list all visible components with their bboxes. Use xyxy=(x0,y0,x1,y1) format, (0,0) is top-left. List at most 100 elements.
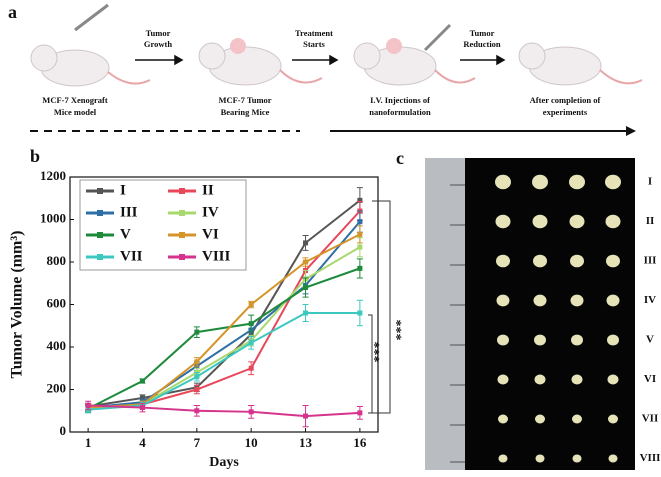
x-tick-label: 7 xyxy=(194,435,201,450)
tumor xyxy=(495,214,511,229)
legend-label: III xyxy=(120,204,138,220)
marker xyxy=(139,405,145,411)
legend-label: II xyxy=(202,182,214,198)
tumor xyxy=(497,374,509,385)
row-label: VII xyxy=(642,413,659,425)
x-tick-label: 1 xyxy=(85,435,92,450)
row-label: VI xyxy=(644,373,656,385)
tumor xyxy=(532,174,548,190)
legend-label: IV xyxy=(202,204,219,220)
step-label: Growth xyxy=(144,39,172,49)
marker xyxy=(194,359,200,365)
tumor xyxy=(498,454,508,463)
tumor xyxy=(498,414,508,424)
y-tick-label: 600 xyxy=(47,295,67,310)
marker xyxy=(139,378,145,384)
series-line xyxy=(88,312,360,411)
marker xyxy=(194,387,200,392)
tumor xyxy=(497,334,509,346)
x-tick-label: 16 xyxy=(353,435,367,450)
bracket xyxy=(372,200,391,414)
significance: *** xyxy=(372,342,387,363)
tumor xyxy=(533,294,547,307)
marker xyxy=(357,410,363,416)
step-label: Reduction xyxy=(463,39,501,49)
legend-marker xyxy=(97,188,103,194)
panel-label: a xyxy=(8,2,17,22)
legend-marker xyxy=(179,254,185,260)
tumor xyxy=(572,454,582,463)
tumor xyxy=(535,454,545,463)
marker xyxy=(248,321,254,327)
legend-label: I xyxy=(120,182,126,198)
tumor xyxy=(572,414,582,424)
tumor xyxy=(570,254,584,268)
tumor xyxy=(606,254,620,268)
marker xyxy=(303,310,309,316)
tumor xyxy=(608,414,618,424)
panel-label: b xyxy=(30,146,40,166)
step-label: Tumor xyxy=(146,28,171,38)
x-axis-label: Days xyxy=(209,455,239,470)
tumor xyxy=(571,334,583,346)
marker xyxy=(357,231,363,237)
row-label: II xyxy=(646,215,655,227)
significance: *** xyxy=(394,320,409,341)
caption: nanoformulation xyxy=(369,107,431,117)
legend-box xyxy=(79,179,247,271)
bracket xyxy=(368,314,373,414)
tumor xyxy=(607,374,619,385)
marker xyxy=(248,302,254,307)
panel-a-art xyxy=(30,3,643,136)
legend-marker xyxy=(179,188,185,194)
marker xyxy=(85,402,91,408)
tumor xyxy=(532,214,548,229)
caption: After completion of xyxy=(530,95,601,105)
marker xyxy=(194,374,200,380)
caption: Bearing Mice xyxy=(221,107,270,117)
panel-c-art xyxy=(425,158,635,470)
step-label: Starts xyxy=(303,39,325,49)
tumor xyxy=(496,254,510,268)
legend-marker xyxy=(97,210,103,216)
tumor xyxy=(606,294,620,307)
legend-marker xyxy=(179,232,185,238)
caption: experiments xyxy=(543,107,588,117)
y-tick-label: 1200 xyxy=(40,168,66,183)
caption: MCF-7 Xenograft xyxy=(42,95,108,105)
row-label: I xyxy=(648,176,652,188)
x-tick-label: 13 xyxy=(299,435,313,450)
tumor xyxy=(569,174,585,190)
series-line xyxy=(88,233,361,409)
tumor xyxy=(535,414,545,424)
tumor xyxy=(569,214,585,229)
marker xyxy=(357,219,363,225)
row-label: V xyxy=(646,334,654,346)
series-line xyxy=(88,404,360,418)
legend-label: VI xyxy=(202,226,219,242)
tumor xyxy=(495,174,511,190)
legend-label: VIII xyxy=(202,248,231,264)
tumor xyxy=(607,334,619,346)
legend-marker xyxy=(179,210,185,216)
caption: I.V. Injections of xyxy=(370,95,430,105)
tumor xyxy=(605,214,621,229)
marker xyxy=(303,259,309,265)
x-tick-label: 10 xyxy=(245,435,258,450)
legend-marker xyxy=(97,232,103,238)
caption: MCF-7 Tumor xyxy=(218,95,271,105)
tumor xyxy=(496,294,510,307)
tumor xyxy=(534,374,546,385)
marker xyxy=(357,244,363,250)
y-axis-label: Tumor Volume (mm³) xyxy=(9,231,26,379)
legend-marker xyxy=(97,254,103,260)
row-label: VIII xyxy=(640,452,661,464)
marker xyxy=(303,413,309,419)
marker xyxy=(357,310,363,316)
marker xyxy=(194,408,200,414)
marker xyxy=(139,395,145,401)
y-tick-label: 800 xyxy=(47,253,67,268)
marker xyxy=(194,329,200,335)
row-label: III xyxy=(644,255,657,267)
